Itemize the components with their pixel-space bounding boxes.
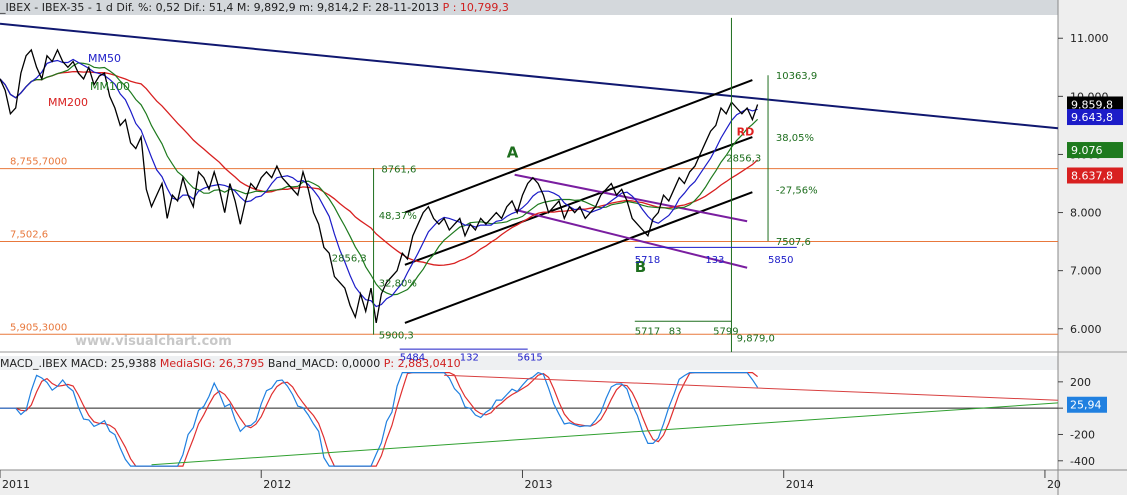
mm50-label: MM50 [88,52,121,65]
support-level-label: 5,905,3000 [10,322,67,333]
macd-y-tick-label: 200 [1070,376,1091,389]
support-level-label: 8,755,7000 [10,157,67,168]
time-annotation: 5717 [635,327,660,338]
time-axis [0,470,1058,495]
macd-line [0,371,759,467]
support-level-label: 7,502,6 [10,229,48,240]
price-annotation: 2856,3 [332,253,367,264]
time-annotation: 133 [705,255,724,266]
price-annotation: 10363,9 [776,71,817,82]
price-tag [1067,167,1123,184]
price-tag-label: 9.859,8 [1071,98,1113,111]
price-header-text: _IBEX - IBEX-35 - 1 d Dif. %: 0,52 Dif.:… [0,1,440,14]
price-tag [1067,96,1123,113]
price-y-tick-label: 8.000 [1070,207,1102,220]
time-annotation: 5718 [635,255,660,266]
price-annotation: 7507,6 [776,237,811,248]
right-axis [1058,0,1127,495]
time-annotation: 5484 [400,353,425,364]
time-tick-label: 2013 [524,478,552,491]
macd-header-sig: MediaSIG: 26,3795 [159,357,265,370]
pattern-label-b: B [635,258,646,276]
time-annotation: 132 [460,353,479,364]
macd-panel [0,370,1058,470]
pattern-label-a: A [507,143,519,161]
price-header-highlight: P : 10,799,3 [442,1,509,14]
time-annotation: 83 [669,327,682,338]
mm200-line [0,70,759,266]
channel-middle-line [404,136,753,266]
macd-tag-label: 25,94 [1070,399,1102,412]
purple-channel-lower [514,208,748,269]
macd-signal-line [0,372,758,467]
purple-channel-upper [514,173,748,223]
price-annotation: 5900,3 [379,331,414,342]
percent-annotation: 32,80% [379,278,417,289]
price-tag-label: 8.637,8 [1071,169,1113,182]
price-line [0,48,759,324]
price-y-tick-label: 7.000 [1070,265,1102,278]
channel-lower-line [404,191,753,324]
time-tick-label: 20 [1047,478,1061,491]
price-annotation: 2856,3 [726,153,761,164]
time-tick-label: 2011 [2,478,30,491]
channel-upper-line [404,79,753,214]
price-header: _IBEX - IBEX-35 - 1 d Dif. %: 0,52 Dif.:… [0,0,1058,15]
percent-annotation: -27,56% [776,185,818,196]
watermark: www.visualchart.com [75,334,232,349]
time-annotation: 5615 [517,353,542,364]
downtrend-line [0,22,1059,130]
percent-annotation: 38,05% [776,133,814,144]
macd-header: MACD_.IBEX MACD: 25,9388 MediaSIG: 26,37… [0,356,1058,371]
price-tag [1067,109,1123,126]
macd-y-tick-label: -400 [1070,455,1095,468]
mm200-label: MM200 [48,96,88,109]
price-tag-label: 9.076 [1071,144,1103,157]
price-y-tick-label: 6.000 [1070,323,1102,336]
time-tick-label: 2012 [263,478,291,491]
price-annotation: 9,879,0 [737,333,775,344]
macd-support-line [151,402,1059,466]
pattern-label-rd: RD [737,125,755,138]
price-tag-label: 9.643,8 [1071,111,1113,124]
mm100-line [0,62,759,296]
macd-header-band: Band_MACD: 0,0000 [267,357,384,370]
price-tag [1067,142,1123,159]
macd-header-text: MACD_.IBEX MACD: 25,9388 [0,357,160,370]
mm100-label: MM100 [90,80,130,93]
time-tick-label: 2014 [786,478,814,491]
price-y-tick-label: 11.000 [1070,32,1109,45]
macd-y-tick-label: -200 [1070,428,1095,441]
time-annotation: 5799 [713,327,738,338]
percent-annotation: 48,37% [379,211,417,222]
time-annotation: 5850 [768,255,793,266]
macd-resistance-line [444,374,1059,401]
macd-tag [1067,396,1107,413]
macd-header-p: P: 2,883,0410 [383,357,461,370]
price-annotation: 8761,6 [381,164,416,175]
price-panel [0,15,1058,352]
